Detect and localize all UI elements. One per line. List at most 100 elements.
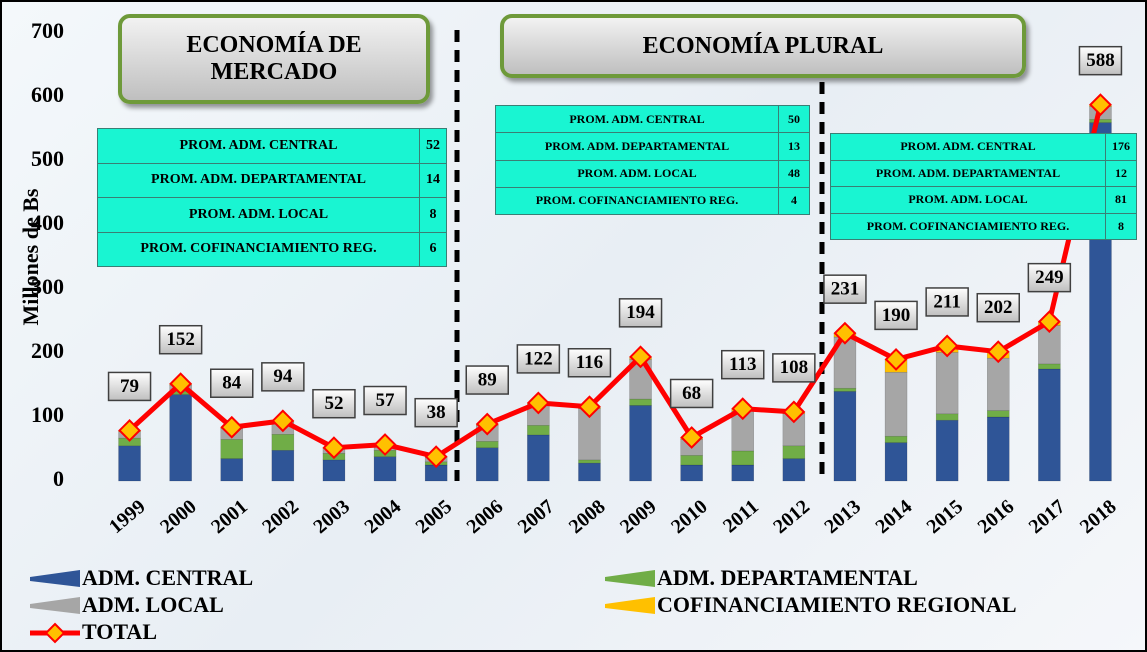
legend-label: ADM. CENTRAL	[82, 565, 253, 590]
bar-segment	[680, 464, 703, 482]
table-label: PROM. ADM. LOCAL	[97, 197, 420, 233]
legend-swatch	[44, 622, 66, 644]
line-marker	[782, 400, 806, 424]
x-tick-label: 2009	[616, 495, 661, 538]
value-label-box	[312, 388, 356, 419]
summary-table: PROM. ADM. CENTRAL 176 PROM. ADM. DEPARTAM…	[830, 133, 1137, 240]
table-row: PROM. ADM. DEPARTAMENTAL 13	[495, 132, 810, 161]
value-label: 194	[626, 302, 655, 323]
table-row: PROM. ADM. LOCAL 8	[97, 197, 447, 233]
bar-segment	[169, 394, 192, 482]
value-label-box	[465, 365, 509, 395]
bar-segment	[782, 458, 806, 482]
value-label: 588	[1086, 50, 1115, 71]
bar-segment	[833, 391, 857, 482]
line-marker	[271, 409, 295, 433]
legend-swatch	[30, 597, 80, 614]
table-value: 52	[419, 128, 447, 164]
value-label: 68	[682, 383, 701, 404]
value-label-box	[669, 378, 714, 409]
line-marker	[220, 415, 244, 439]
bar-segment	[578, 459, 601, 464]
table-row: PROM. ADM. CENTRAL 176	[830, 133, 1137, 161]
table-value: 50	[778, 104, 810, 134]
value-label-box	[567, 348, 612, 378]
value-label: 79	[120, 376, 139, 397]
table-label: PROM. ADM. CENTRAL	[830, 133, 1106, 161]
bar-segment	[1038, 363, 1061, 370]
y-axis-title: Millones de Bs	[18, 188, 43, 325]
table-label: PROM. COFINANCIAMIENTO REG.	[495, 186, 779, 216]
line-marker	[424, 445, 448, 469]
line-marker	[475, 412, 499, 436]
value-label-box	[1027, 262, 1072, 293]
value-label-box	[925, 287, 969, 317]
summary-table: PROM. ADM. CENTRAL 50 PROM. ADM. DEPARTAME…	[495, 104, 810, 216]
value-label: 202	[984, 297, 1013, 318]
value-label-box	[210, 368, 254, 398]
value-label-box	[107, 371, 152, 402]
y-tick-label: 0	[53, 466, 64, 491]
table-value: 48	[778, 159, 810, 188]
line-marker	[1089, 93, 1112, 117]
value-label: 108	[780, 357, 809, 378]
table-row: PROM. ADM. CENTRAL 50	[495, 104, 810, 134]
table-value: 14	[419, 162, 447, 198]
line-marker	[169, 372, 193, 396]
table-value: 13	[778, 132, 810, 161]
bar-segment	[578, 462, 601, 482]
line-marker	[118, 419, 141, 442]
y-tick-label: 600	[31, 82, 64, 107]
value-label-box	[721, 349, 765, 380]
table-value: 8	[419, 197, 447, 233]
line-marker	[578, 395, 601, 419]
table-label: PROM. ADM. DEPARTAMENTAL	[495, 132, 779, 161]
y-tick-label: 200	[31, 338, 64, 363]
table-row: PROM. ADM. LOCAL 48	[495, 159, 810, 188]
x-tick-label: 2005	[412, 495, 457, 538]
bar-segment	[271, 450, 295, 482]
x-tick-label: 2010	[667, 495, 712, 538]
table-value: 8	[1105, 212, 1137, 240]
bar-segment	[527, 434, 550, 482]
value-label-box	[976, 292, 1020, 323]
x-tick-label: 2008	[565, 495, 610, 538]
bar-segment	[782, 445, 806, 459]
table-row: PROM. ADM. LOCAL 81	[830, 186, 1137, 214]
x-tick-label: 2017	[1025, 495, 1070, 538]
x-tick-label: 2018	[1076, 495, 1121, 538]
x-tick-label: 2007	[514, 495, 559, 538]
value-label-box	[772, 353, 816, 383]
value-label: 231	[831, 279, 860, 300]
value-label-box	[414, 397, 458, 428]
value-label: 122	[524, 348, 553, 369]
table-label: PROM. ADM. LOCAL	[495, 159, 779, 188]
x-tick-label: 2001	[207, 495, 252, 538]
value-label-box	[618, 298, 663, 328]
value-label: 38	[427, 402, 446, 423]
x-tick-label: 2015	[923, 495, 968, 538]
value-label-box	[1078, 45, 1123, 76]
bar-segment	[322, 459, 346, 482]
x-tick-label: 2016	[974, 495, 1019, 538]
bar-segment	[1038, 368, 1061, 482]
y-tick-label: 400	[31, 210, 64, 235]
bar-segment	[629, 405, 652, 482]
bar-segment	[220, 458, 243, 482]
table-row: PROM. ADM. CENTRAL 52	[97, 128, 447, 164]
bar-segment	[987, 357, 1010, 411]
value-label: 190	[882, 305, 911, 326]
y-tick-label: 500	[31, 146, 64, 171]
y-tick-label: 300	[31, 274, 64, 299]
line-marker	[986, 340, 1010, 364]
legend-swatch	[605, 570, 655, 587]
bar-segment	[476, 441, 499, 448]
value-label-box	[363, 385, 407, 416]
line-marker	[833, 321, 857, 345]
value-label: 113	[729, 354, 756, 375]
table-value: 81	[1105, 186, 1137, 214]
line-marker	[731, 397, 755, 421]
x-tick-label: 2013	[820, 495, 865, 538]
